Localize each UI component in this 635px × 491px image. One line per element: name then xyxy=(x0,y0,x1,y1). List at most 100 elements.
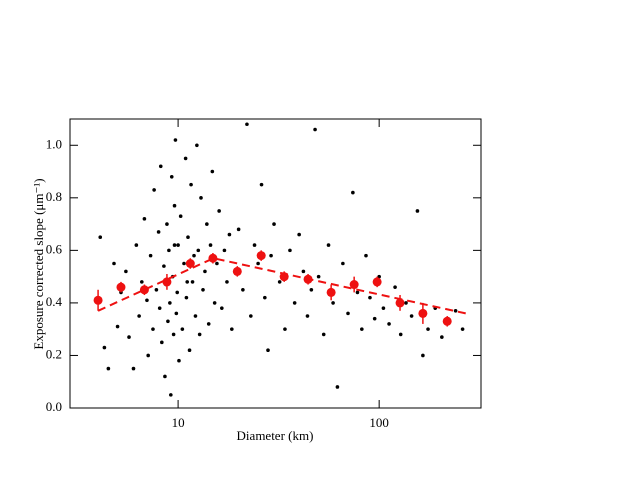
data-point xyxy=(313,127,317,132)
data-point xyxy=(217,209,221,213)
data-point xyxy=(283,327,287,331)
data-point xyxy=(404,301,408,305)
binned-point xyxy=(418,308,428,318)
data-point xyxy=(189,182,193,187)
binned-point xyxy=(349,280,359,290)
data-point xyxy=(124,269,128,274)
binned-point xyxy=(303,274,313,284)
data-point xyxy=(326,243,331,247)
data-point xyxy=(355,290,360,295)
data-point xyxy=(98,235,103,240)
data-point xyxy=(195,143,199,148)
data-point xyxy=(169,175,174,179)
x-axis-label: Diameter (km) xyxy=(237,428,314,443)
data-point xyxy=(178,214,183,219)
data-point xyxy=(115,324,120,329)
data-point xyxy=(249,314,253,318)
data-point xyxy=(176,243,180,247)
data-point xyxy=(168,301,172,305)
binned-point xyxy=(326,287,336,297)
data-point xyxy=(151,327,155,331)
data-point xyxy=(142,217,147,221)
data-point xyxy=(131,366,136,371)
data-point xyxy=(180,327,185,331)
binned-point xyxy=(116,282,126,292)
binned-point xyxy=(93,295,103,305)
data-point xyxy=(162,264,166,268)
data-point xyxy=(368,295,372,300)
data-point xyxy=(203,269,207,274)
data-point xyxy=(163,374,167,379)
data-point xyxy=(256,261,260,266)
binned-point xyxy=(232,266,242,276)
data-point xyxy=(259,182,264,187)
data-point xyxy=(245,122,249,127)
data-point xyxy=(360,327,364,331)
data-point xyxy=(252,243,257,247)
data-point xyxy=(210,169,215,174)
data-point xyxy=(154,287,159,292)
data-point xyxy=(134,243,139,247)
y-tick-label: 1.0 xyxy=(46,136,62,151)
y-tick-label: 0.0 xyxy=(46,399,62,414)
data-point xyxy=(185,280,190,284)
binned-point xyxy=(162,277,172,287)
data-point xyxy=(193,314,198,318)
data-point xyxy=(187,348,192,353)
fit-line xyxy=(97,257,467,315)
data-point xyxy=(157,306,162,310)
data-point xyxy=(192,253,196,258)
binned-point xyxy=(395,298,405,308)
data-point xyxy=(225,280,229,284)
data-point xyxy=(160,340,164,345)
data-point xyxy=(272,222,276,226)
data-point xyxy=(137,314,141,318)
data-point xyxy=(206,322,211,326)
data-point xyxy=(145,298,149,303)
binned-point xyxy=(279,272,289,282)
data-point xyxy=(215,261,219,266)
data-point xyxy=(364,253,368,258)
data-point xyxy=(387,322,391,326)
plot-frame xyxy=(69,118,482,409)
data-point xyxy=(158,164,163,169)
data-point xyxy=(421,353,425,358)
data-point xyxy=(156,230,161,234)
data-point xyxy=(171,332,176,337)
binned-point xyxy=(442,316,452,326)
data-point xyxy=(127,335,131,339)
data-point xyxy=(146,353,150,358)
data-point xyxy=(309,287,314,292)
data-point xyxy=(426,327,430,331)
data-point xyxy=(398,332,403,337)
binned-point xyxy=(256,251,266,261)
data-point xyxy=(266,348,270,353)
data-point xyxy=(183,156,188,161)
data-point xyxy=(227,232,232,237)
data-point xyxy=(236,227,241,232)
data-point xyxy=(297,232,301,237)
x-tick-label: 10 xyxy=(172,415,185,430)
data-point xyxy=(102,345,107,350)
data-point xyxy=(148,253,153,258)
data-point xyxy=(186,235,190,240)
data-point xyxy=(301,269,306,274)
binned-point xyxy=(185,259,195,268)
data-point xyxy=(460,327,465,331)
y-tick-label: 0.2 xyxy=(46,346,62,361)
data-point xyxy=(288,248,292,253)
data-point xyxy=(106,366,111,371)
y-tick-label: 0.8 xyxy=(46,189,62,204)
data-point xyxy=(321,332,326,337)
data-point xyxy=(269,253,273,258)
data-point xyxy=(393,285,397,289)
data-point xyxy=(173,138,178,142)
data-point xyxy=(190,280,195,284)
data-point xyxy=(177,358,181,363)
data-point xyxy=(415,209,420,213)
data-point xyxy=(152,188,156,192)
binned-point xyxy=(139,285,149,295)
data-point xyxy=(201,287,205,292)
data-point xyxy=(199,196,203,200)
